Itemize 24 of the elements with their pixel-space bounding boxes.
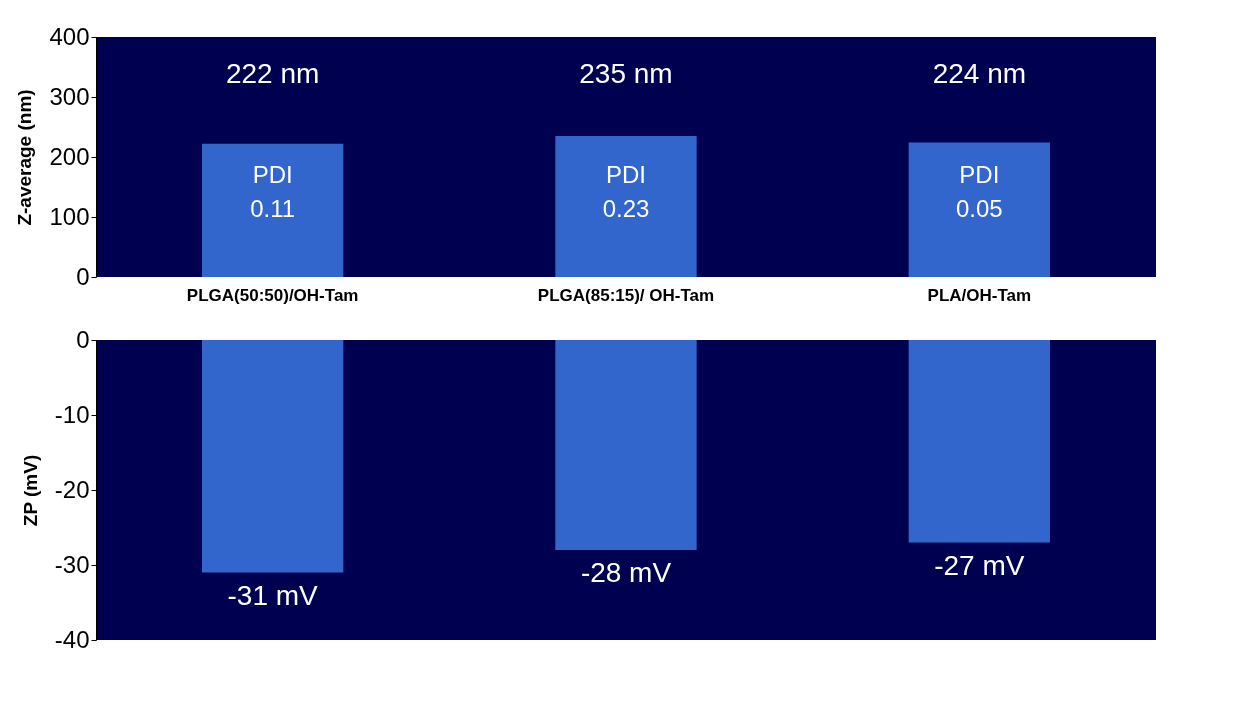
y-tick-label: -20 — [54, 475, 90, 503]
y-tick-label: 400 — [49, 22, 90, 50]
data-label: 222 nm — [225, 58, 320, 89]
data-label: 235 nm — [579, 58, 673, 89]
data-label: 224 nm — [932, 58, 1027, 89]
y-axis-title: Z-average (nm) — [14, 89, 36, 226]
y-tick-label: 0 — [76, 262, 90, 290]
annotation: PDI 0.23 — [602, 161, 650, 223]
annotation: PDI 0.05 — [955, 161, 1003, 223]
y-tick-label: -40 — [54, 625, 90, 653]
y-tick-label: -10 — [54, 400, 90, 428]
x-tick-label: PLGA(85:15)/ OH-Tam — [537, 285, 715, 305]
x-tick-label: PLGA(50:50)/OH-Tam — [186, 285, 359, 305]
data-label: -31 mV — [227, 579, 319, 611]
y-tick-label: 200 — [49, 142, 90, 170]
y-tick-label: 100 — [49, 202, 90, 230]
y-tick-label: 300 — [49, 82, 90, 110]
y-tick-label: 0 — [76, 325, 90, 353]
data-label: -27 mV — [934, 549, 1025, 581]
x-tick-label: PLA/OH-Tam — [927, 285, 1032, 305]
annotation: PDI 0.11 — [250, 161, 296, 223]
y-axis-title: ZP (mV) — [19, 454, 41, 527]
data-label: -28 mV — [580, 557, 672, 588]
y-tick-label: -30 — [54, 550, 90, 578]
